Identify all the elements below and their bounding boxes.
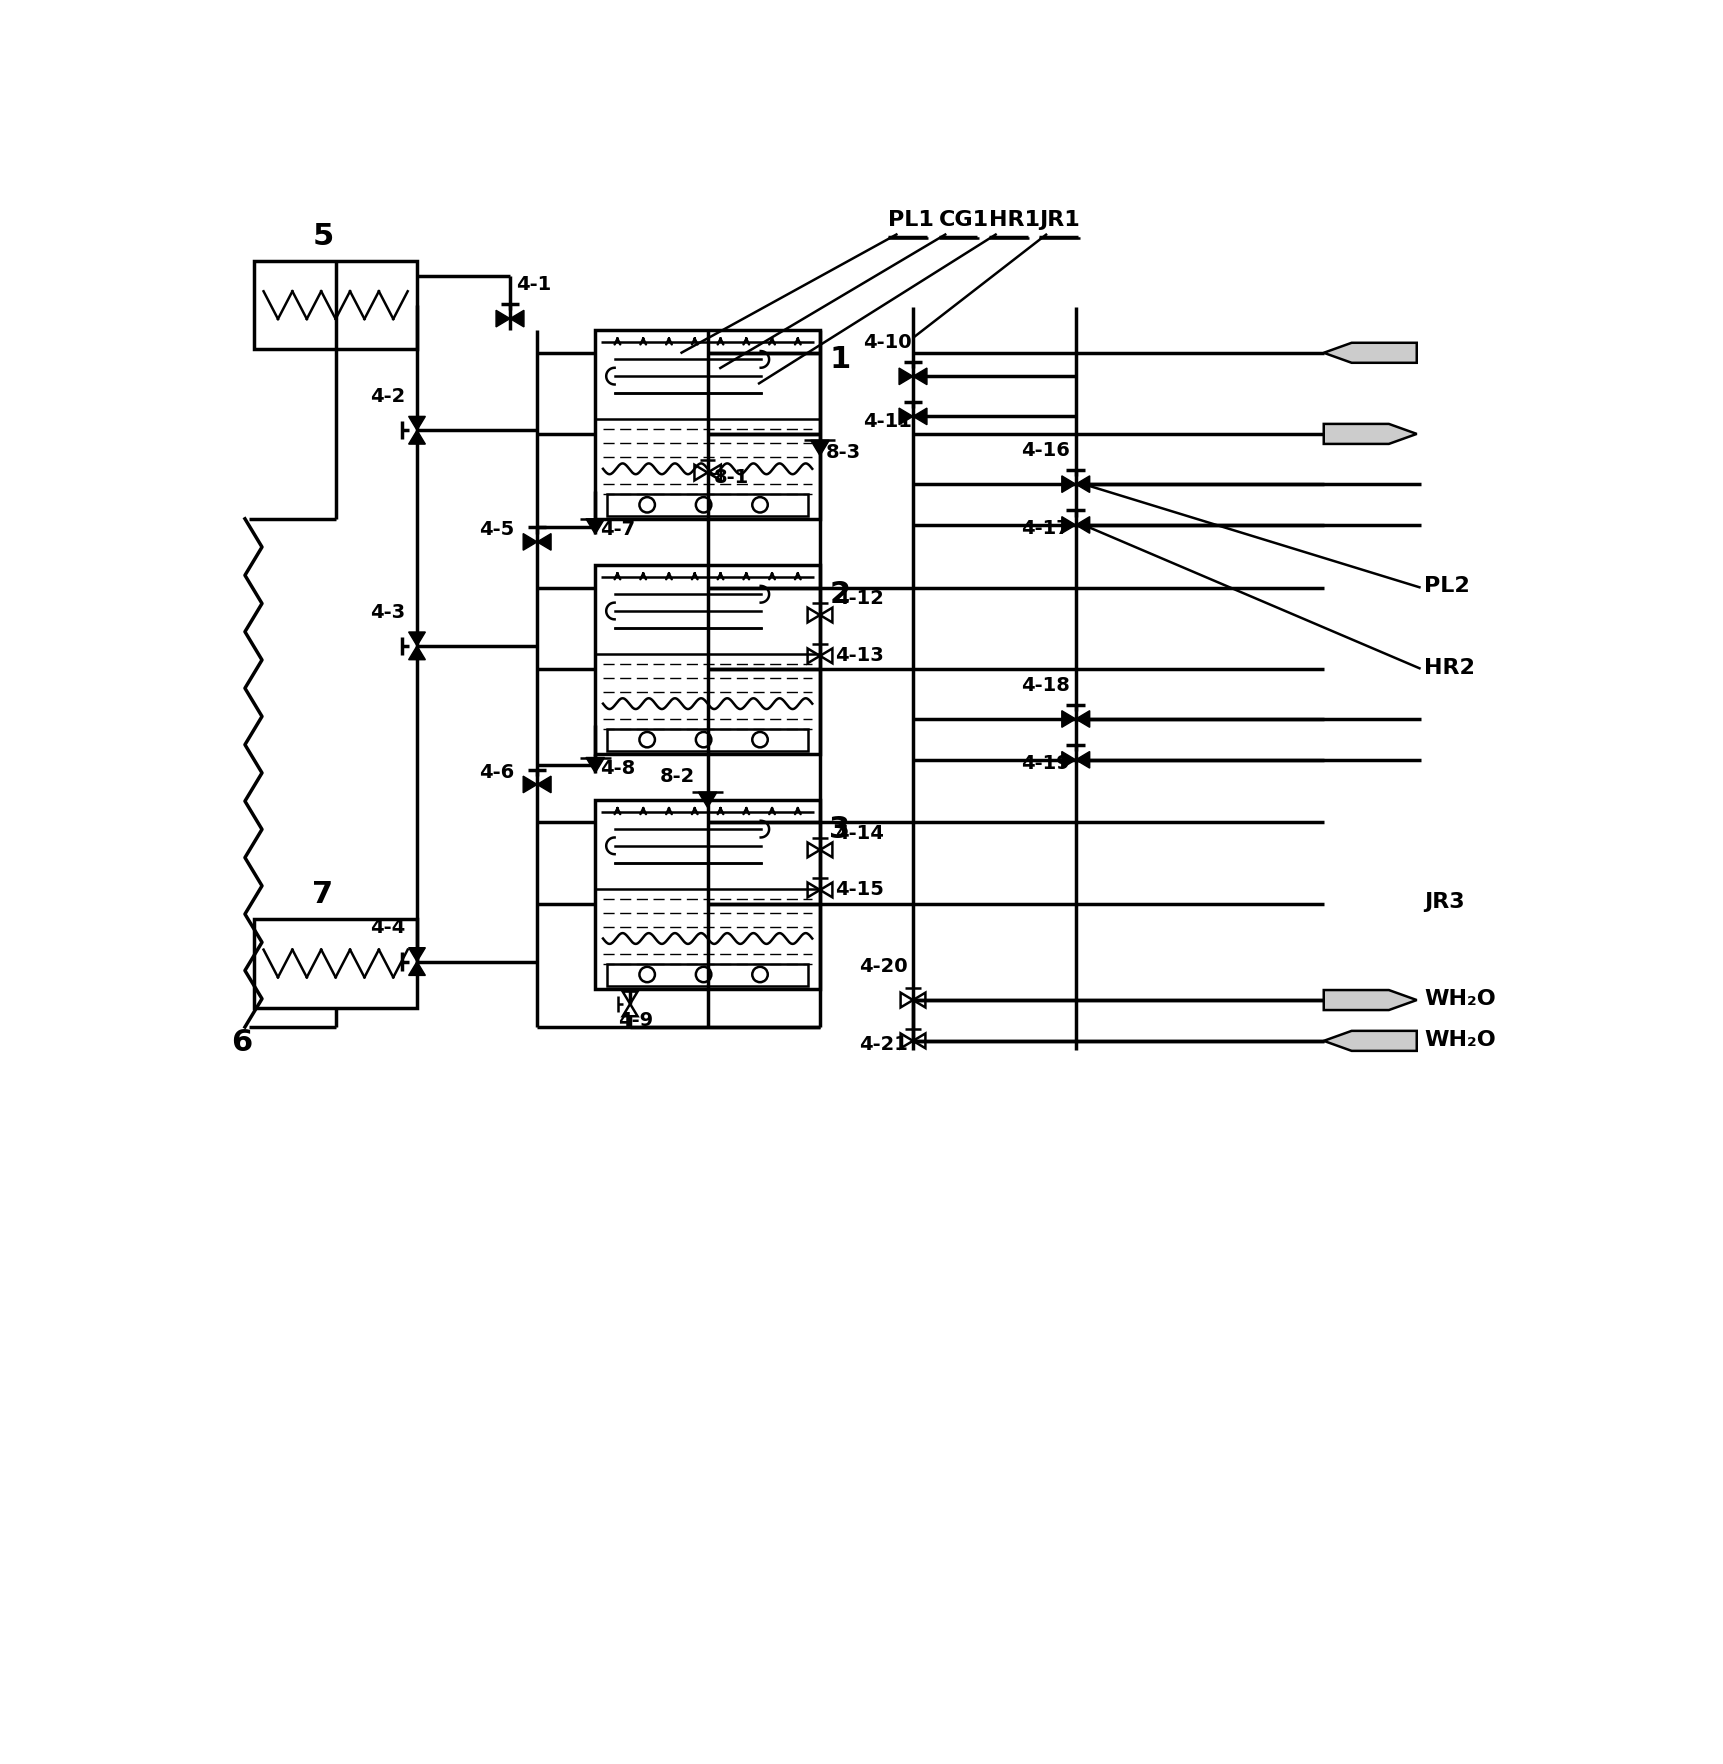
Polygon shape: [1323, 425, 1416, 445]
Text: JR3: JR3: [1423, 893, 1465, 912]
Polygon shape: [586, 520, 605, 534]
Text: WH₂O: WH₂O: [1423, 1028, 1496, 1050]
Text: 5: 5: [312, 222, 334, 250]
Polygon shape: [408, 416, 426, 430]
Text: 4-6: 4-6: [479, 762, 513, 781]
Polygon shape: [586, 759, 605, 773]
Polygon shape: [698, 792, 717, 808]
Bar: [606, 729, 808, 751]
Bar: [594, 566, 820, 755]
Bar: [606, 963, 808, 986]
Text: 4-9: 4-9: [619, 1011, 653, 1030]
Polygon shape: [408, 949, 426, 961]
Polygon shape: [408, 961, 426, 975]
Polygon shape: [1323, 344, 1416, 363]
Text: 8-1: 8-1: [713, 467, 748, 487]
Polygon shape: [1061, 517, 1075, 534]
Polygon shape: [496, 310, 510, 328]
Polygon shape: [1061, 751, 1075, 769]
Text: PL1: PL1: [887, 210, 934, 229]
Polygon shape: [408, 633, 426, 646]
Polygon shape: [1075, 517, 1089, 534]
Text: 4-11: 4-11: [862, 411, 911, 430]
Text: 4-10: 4-10: [862, 333, 911, 351]
Bar: [253, 919, 417, 1009]
Polygon shape: [1061, 476, 1075, 494]
Polygon shape: [1075, 751, 1089, 769]
Polygon shape: [1061, 711, 1075, 729]
Text: 7: 7: [312, 880, 333, 908]
Text: 4-3: 4-3: [370, 602, 405, 621]
Text: 6: 6: [231, 1027, 252, 1057]
Polygon shape: [1323, 990, 1416, 1011]
Text: WH₂O: WH₂O: [1423, 988, 1496, 1009]
Polygon shape: [913, 369, 927, 386]
Bar: [594, 801, 820, 990]
Text: 4-1: 4-1: [515, 275, 551, 295]
Text: 4-21: 4-21: [858, 1034, 906, 1053]
Bar: [594, 332, 820, 520]
Text: HR1: HR1: [989, 210, 1039, 229]
Text: 4-19: 4-19: [1022, 753, 1070, 773]
Polygon shape: [538, 776, 551, 794]
Polygon shape: [522, 776, 538, 794]
Polygon shape: [510, 310, 524, 328]
Text: 4-4: 4-4: [370, 917, 405, 937]
Text: 4-16: 4-16: [1022, 441, 1070, 460]
Text: 4-15: 4-15: [836, 878, 884, 898]
Polygon shape: [1075, 711, 1089, 729]
Polygon shape: [810, 441, 829, 457]
Polygon shape: [913, 409, 927, 425]
Bar: [253, 261, 417, 351]
Text: 4-18: 4-18: [1022, 676, 1070, 695]
Text: 4-2: 4-2: [370, 386, 405, 406]
Text: PL2: PL2: [1423, 577, 1470, 596]
Text: 2: 2: [829, 580, 849, 609]
Text: 4-8: 4-8: [600, 759, 634, 778]
Text: 1: 1: [829, 344, 849, 374]
Text: 4-7: 4-7: [600, 520, 634, 538]
Text: 8-2: 8-2: [660, 767, 694, 787]
Text: 4-20: 4-20: [858, 956, 906, 975]
Text: 4-14: 4-14: [836, 824, 884, 841]
Text: 4-13: 4-13: [836, 646, 884, 665]
Text: JR1: JR1: [1039, 210, 1079, 229]
Bar: [606, 494, 808, 517]
Text: 8-3: 8-3: [825, 443, 862, 462]
Text: 4-12: 4-12: [836, 589, 884, 607]
Polygon shape: [1323, 1032, 1416, 1051]
Polygon shape: [898, 409, 913, 425]
Polygon shape: [898, 369, 913, 386]
Text: 4-17: 4-17: [1022, 519, 1070, 538]
Text: 3: 3: [829, 815, 849, 843]
Polygon shape: [1075, 476, 1089, 494]
Text: HR2: HR2: [1423, 658, 1475, 677]
Polygon shape: [522, 534, 538, 550]
Text: CG1: CG1: [937, 210, 987, 229]
Polygon shape: [408, 430, 426, 445]
Text: 4-5: 4-5: [479, 520, 513, 538]
Polygon shape: [538, 534, 551, 550]
Polygon shape: [408, 646, 426, 660]
